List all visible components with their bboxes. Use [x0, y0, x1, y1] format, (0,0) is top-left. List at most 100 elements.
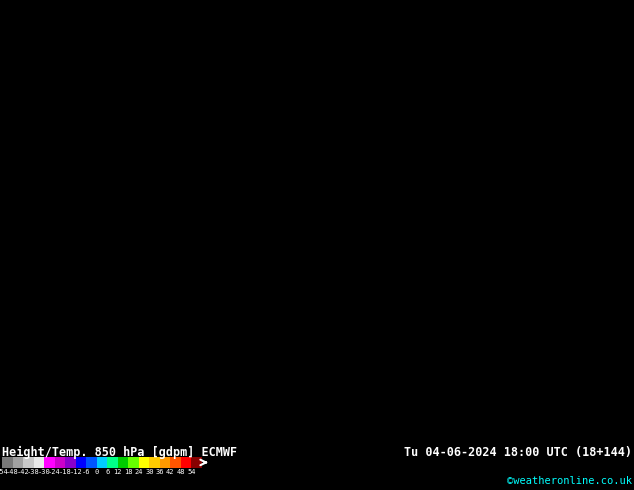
Text: 4: 4: [441, 214, 446, 222]
Text: 4: 4: [491, 311, 495, 319]
Text: 6: 6: [559, 372, 564, 381]
Text: 9: 9: [385, 311, 390, 319]
Text: 1: 1: [342, 2, 347, 11]
Text: 1: 1: [367, 408, 372, 416]
Text: 4: 4: [435, 99, 439, 108]
Text: 8: 8: [361, 284, 365, 293]
Text: 6: 6: [200, 293, 204, 302]
Text: 4: 4: [448, 222, 452, 231]
Text: 7: 7: [38, 346, 43, 355]
Text: 7: 7: [578, 152, 582, 161]
Text: 7: 7: [212, 222, 216, 231]
Text: 3: 3: [51, 275, 55, 284]
Text: 5: 5: [205, 355, 210, 364]
Text: 2: 2: [354, 170, 359, 178]
Text: 7: 7: [305, 240, 309, 249]
Text: 3: 3: [379, 205, 384, 214]
Text: 9: 9: [311, 328, 316, 337]
Text: 8: 8: [336, 293, 340, 302]
Text: 3: 3: [602, 81, 607, 90]
Text: 5: 5: [435, 249, 439, 258]
Text: 1: 1: [87, 178, 93, 187]
Text: 1: 1: [379, 134, 384, 143]
Text: 3: 3: [398, 2, 403, 11]
Text: 5: 5: [162, 302, 167, 311]
Text: 7: 7: [578, 284, 582, 293]
Text: 6: 6: [236, 328, 241, 337]
Bar: [160, 457, 171, 468]
Text: 8: 8: [466, 381, 470, 390]
Text: 4: 4: [423, 28, 427, 37]
Text: 3: 3: [410, 99, 415, 108]
Text: 4: 4: [466, 196, 470, 205]
Text: 8: 8: [590, 284, 595, 293]
Text: 7: 7: [224, 258, 229, 267]
Text: 6: 6: [522, 46, 526, 55]
Text: 0: 0: [44, 143, 49, 152]
Text: 0: 0: [256, 20, 260, 28]
Text: 6: 6: [509, 55, 514, 64]
Text: 8: 8: [354, 284, 359, 293]
Text: 4: 4: [131, 117, 136, 125]
Text: 4: 4: [491, 231, 495, 240]
Text: 3: 3: [94, 267, 99, 275]
Text: 6: 6: [274, 399, 278, 408]
Text: 0: 0: [286, 28, 291, 37]
Text: 0: 0: [323, 408, 328, 416]
Text: 7: 7: [243, 170, 247, 178]
Text: 4: 4: [82, 302, 86, 311]
Text: 4: 4: [143, 231, 148, 240]
Text: 2: 2: [379, 28, 384, 37]
Text: 4: 4: [143, 275, 148, 284]
Text: 1: 1: [367, 443, 372, 452]
Text: 1: 1: [367, 399, 372, 408]
Text: 8: 8: [584, 222, 588, 231]
Text: 5: 5: [460, 293, 465, 302]
Text: 6: 6: [367, 258, 372, 267]
Text: 4: 4: [484, 293, 489, 302]
Text: 9: 9: [330, 328, 334, 337]
Text: 4: 4: [317, 187, 322, 196]
Text: 0: 0: [32, 170, 37, 178]
Text: 5: 5: [503, 346, 508, 355]
Text: 3: 3: [138, 28, 142, 37]
Text: 7: 7: [162, 443, 167, 452]
Text: 9: 9: [305, 364, 309, 372]
Text: 8: 8: [305, 425, 309, 434]
Text: 6: 6: [181, 108, 185, 117]
Text: 5: 5: [169, 258, 173, 267]
Text: 6: 6: [174, 187, 179, 196]
Text: 7: 7: [286, 408, 291, 416]
Text: 6: 6: [423, 293, 427, 302]
Text: 0: 0: [125, 443, 129, 452]
Text: 0: 0: [336, 381, 340, 390]
Text: 7: 7: [256, 284, 260, 293]
Text: 8: 8: [292, 328, 297, 337]
Text: 3: 3: [100, 11, 105, 20]
Text: 5: 5: [448, 11, 452, 20]
Text: 1: 1: [57, 81, 61, 90]
Text: 2: 2: [559, 2, 564, 11]
Text: 7: 7: [181, 170, 185, 178]
Text: 5: 5: [150, 152, 155, 161]
Text: 5: 5: [441, 284, 446, 293]
Text: 7: 7: [224, 170, 229, 178]
Text: 4: 4: [94, 311, 99, 319]
Text: 0: 0: [398, 355, 403, 364]
Text: 9: 9: [627, 434, 632, 443]
Text: 4: 4: [441, 143, 446, 152]
Text: -18: -18: [59, 469, 72, 475]
Text: 7: 7: [280, 355, 285, 364]
Text: 9: 9: [20, 425, 24, 434]
Text: 5: 5: [107, 337, 111, 346]
Text: 7: 7: [292, 434, 297, 443]
Text: 2: 2: [69, 64, 74, 73]
Text: 5: 5: [503, 364, 508, 372]
Text: 6: 6: [540, 205, 545, 214]
Text: 1: 1: [584, 11, 588, 20]
Text: 6: 6: [466, 337, 470, 346]
Text: 6: 6: [540, 240, 545, 249]
Text: 4: 4: [435, 170, 439, 178]
Text: 4: 4: [44, 293, 49, 302]
Text: 2: 2: [75, 267, 80, 275]
